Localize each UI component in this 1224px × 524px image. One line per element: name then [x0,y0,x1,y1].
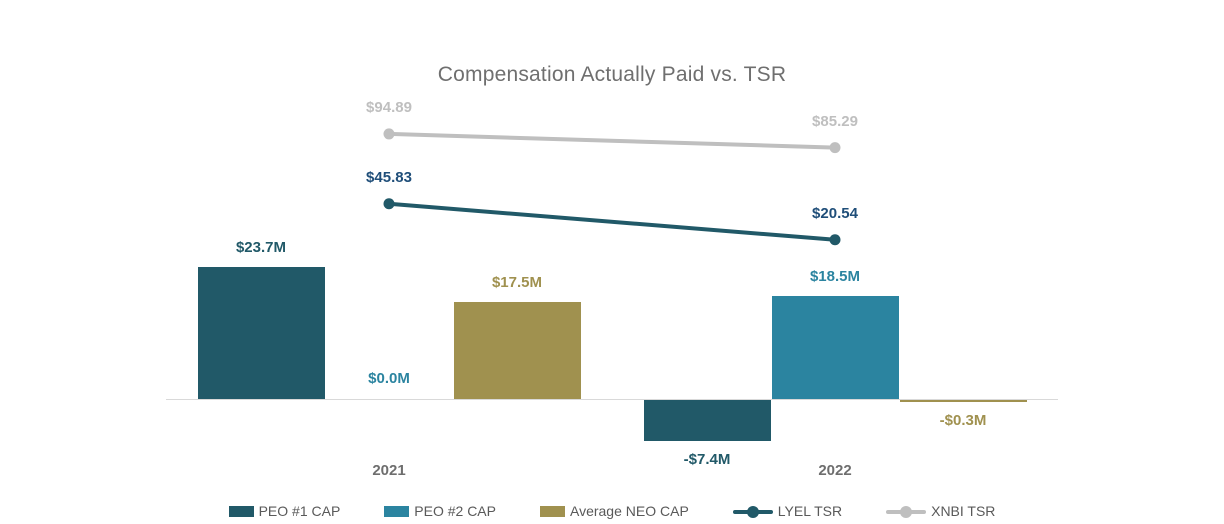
lyel-tsr-point-2022 [829,234,841,246]
xnbi-tsr-marker-icon [886,505,927,518]
label-peo1-cap-2021: $23.7M [235,238,287,256]
label-lyel-tsr-2021: $45.83 [366,168,412,186]
label-peo1-cap-2022: -$7.4M [683,451,731,469]
label-peo2-cap-2022: $18.5M [809,267,861,285]
lyel-tsr-point-2021 [383,198,395,210]
lyel-tsr-line [387,201,837,242]
legend-item-average-neo-cap: Average NEO CAP [539,503,689,519]
legend: PEO #1 CAP PEO #2 CAP Average NEO CAP LY… [0,501,1224,521]
peo2-cap-swatch-icon [384,505,410,517]
x-tick-2021: 2021 [372,462,406,479]
lyel-tsr-marker-icon [732,505,773,518]
label-lyel-tsr-2022: $20.54 [812,204,858,222]
x-axis-line [166,399,1058,400]
bar-peo1-cap-2021 [197,266,325,399]
chart-title: Compensation Actually Paid vs. TSR [437,63,787,86]
peo1-cap-swatch-icon [228,505,254,517]
legend-label-peo2-cap: PEO #2 CAP [414,503,496,519]
label-average-neo-cap-2021: $17.5M [491,273,543,291]
legend-label-xnbi-tsr: XNBI TSR [931,503,996,519]
legend-label-peo1-cap: PEO #1 CAP [258,503,341,519]
legend-label-lyel-tsr: LYEL TSR [777,503,843,519]
legend-item-xnbi-tsr: XNBI TSR [886,503,995,519]
bar-peo2-cap-2022 [771,295,899,399]
legend-item-peo1-cap: PEO #1 CAP [228,503,341,519]
bar-average-neo-cap-2021 [453,301,581,399]
label-peo2-cap-2021: $0.0M [368,370,410,387]
xnbi-tsr-point-2022 [829,142,841,154]
legend-label-average-neo-cap: Average NEO CAP [569,503,689,519]
bar-peo1-cap-2022 [643,400,771,442]
average-neo-cap-swatch-icon [539,505,565,517]
xnbi-tsr-point-2021 [383,128,395,140]
label-xnbi-tsr-2021: $94.89 [366,98,412,116]
x-tick-2022: 2022 [818,462,852,479]
bar-average-neo-cap-2022 [899,400,1027,402]
xnbi-tsr-line [387,131,837,150]
legend-item-lyel-tsr: LYEL TSR [732,503,843,519]
label-average-neo-cap-2022: -$0.3M [939,412,987,429]
label-xnbi-tsr-2022: $85.29 [812,112,858,130]
legend-item-peo2-cap: PEO #2 CAP [384,503,496,519]
